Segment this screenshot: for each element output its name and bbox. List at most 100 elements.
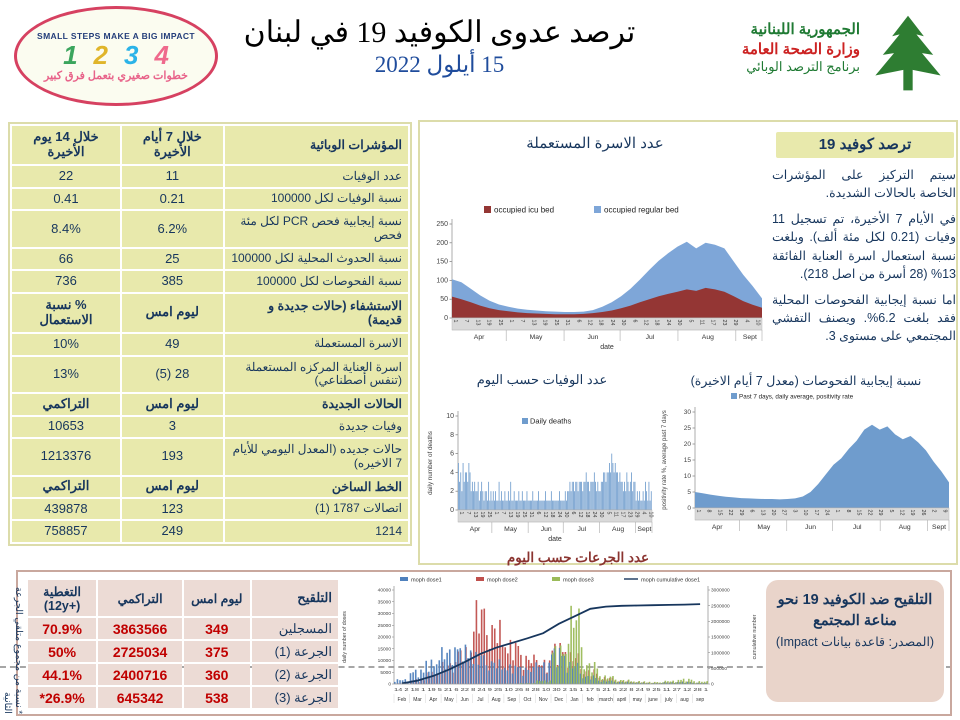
svg-text:18: 18 — [584, 512, 590, 518]
svg-text:0: 0 — [450, 507, 454, 514]
impact-source-box: التلقيح ضد الكوفيد 19 نحو مناعة المجتمع … — [766, 580, 944, 702]
indicators-subheader-cell: الاستشفاء (حالات جديدة و قديمة) — [224, 293, 408, 333]
svg-text:1: 1 — [458, 512, 464, 515]
indicators-data-cell: 439878 — [12, 499, 120, 520]
svg-text:24: 24 — [665, 320, 671, 326]
svg-text:31: 31 — [528, 512, 534, 518]
svg-text:6: 6 — [535, 512, 541, 515]
vaccination-data-cell: 26.9%* — [28, 687, 97, 708]
epidemiological-indicators-panel: المؤشرات الوبائية خلال 7 أيام الأخيرة خلال… — [8, 122, 412, 546]
summary-paragraph: سيتم التركيز على المؤشرات الخاصة بالحالا… — [772, 168, 956, 201]
svg-text:29: 29 — [738, 510, 744, 516]
svg-text:Daily deaths: Daily deaths — [530, 417, 572, 426]
vaccination-data-cell: 3863566 — [98, 618, 183, 640]
indicators-data-cell: 28 (5) — [121, 356, 223, 393]
svg-text:26: 26 — [920, 510, 926, 516]
svg-text:10: 10 — [647, 512, 653, 518]
indicators-data-cell: 22 — [12, 166, 120, 187]
svg-text:13: 13 — [759, 510, 765, 516]
vaccination-data-cell: الجرعة (3) — [251, 687, 338, 708]
svg-text:Jun: Jun — [461, 697, 469, 703]
indicators-data-cell: اتصالات 1787 (1) — [224, 499, 408, 520]
svg-text:17: 17 — [813, 510, 819, 516]
indicators-data-cell: 0.41 — [12, 188, 120, 210]
svg-text:Aug: Aug — [899, 524, 911, 531]
svg-text:18: 18 — [598, 320, 604, 326]
svg-text:May: May — [444, 697, 454, 703]
summary-paragraph: في الأيام 7 الأخيرة، تم تسجيل 11 وفيات (… — [772, 212, 956, 281]
svg-text:17: 17 — [710, 320, 716, 326]
vaccination-data-cell: 538 — [184, 687, 250, 708]
indicators-data-cell: 10% — [12, 334, 120, 355]
badge-number-4: 4 — [154, 39, 169, 70]
indicators-data-cell: 6.2% — [121, 211, 223, 247]
svg-text:100: 100 — [436, 277, 448, 284]
svg-text:6: 6 — [575, 320, 581, 323]
svg-text:15: 15 — [684, 457, 692, 464]
svg-text:3000000: 3000000 — [711, 588, 730, 594]
surveillance-summary: سيتم التركيز على المؤشرات الخاصة بالحالا… — [772, 166, 956, 353]
svg-text:15: 15 — [856, 510, 862, 516]
svg-text:1000000: 1000000 — [711, 650, 730, 656]
svg-text:Dec: Dec — [554, 697, 563, 703]
page-title: ترصد عدوى الكوفيد 19 في لبنان — [243, 16, 636, 49]
svg-text:daily number of deaths: daily number of deaths — [427, 431, 434, 495]
vaccination-table: التلقيح ليوم امس التراكمي التغطية (+12y) الم… — [26, 578, 340, 710]
svg-text:20000: 20000 — [378, 635, 392, 641]
vaccination-data-cell: الجرعة (2) — [251, 664, 338, 686]
svg-text:2: 2 — [931, 510, 937, 513]
indicators-data-cell: 25 — [121, 248, 223, 270]
svg-text:3: 3 — [791, 510, 797, 513]
ministry-line-republic: الجمهورية اللبنانية — [750, 21, 860, 38]
svg-text:Aug: Aug — [612, 526, 624, 533]
svg-text:april: april — [617, 697, 626, 703]
svg-text:Sep: Sep — [507, 697, 516, 703]
svg-text:24: 24 — [824, 510, 830, 516]
indicators-data-cell: 10653 — [12, 416, 120, 437]
charts-panel: عدد الاسرة المستعملة 0 50 100 150 200 250 occu… — [418, 120, 958, 565]
svg-text:10: 10 — [802, 510, 808, 516]
svg-text:Mar: Mar — [413, 697, 422, 703]
svg-text:19: 19 — [542, 320, 548, 326]
indicators-data-cell: 1213376 — [12, 438, 120, 475]
svg-text:13: 13 — [472, 512, 478, 518]
badge-number-2: 2 — [93, 39, 108, 70]
svg-text:occupied icu bed: occupied icu bed — [494, 206, 554, 215]
svg-text:Jul: Jul — [853, 524, 862, 531]
indicators-data-cell: 758857 — [12, 521, 120, 542]
indicators-data-cell: 8.4% — [12, 211, 120, 247]
svg-text:1: 1 — [834, 510, 840, 513]
vaccination-data-cell: 375 — [184, 641, 250, 663]
daily-doses-chart: moph dose1 moph dose2 moph dose3 moph cumul… — [342, 577, 758, 703]
svg-text:7: 7 — [500, 512, 506, 515]
svg-text:22: 22 — [727, 510, 733, 516]
vaccination-data-cell: 645342 — [98, 687, 183, 708]
svg-text:Sept: Sept — [932, 524, 946, 531]
svg-text:march: march — [599, 697, 613, 703]
indicators-subheader-cell: ليوم امس — [121, 476, 223, 498]
badge-number-1: 1 — [63, 39, 78, 70]
doses-chart-title: عدد الجرعات حسب اليوم — [506, 550, 650, 565]
cedar-tree-icon — [875, 15, 941, 91]
svg-text:30: 30 — [563, 512, 569, 518]
svg-text:5000: 5000 — [380, 670, 391, 676]
svg-text:10: 10 — [755, 320, 761, 326]
indicators-subheader-cell: الحالات الجديدة — [224, 394, 408, 415]
svg-text:7: 7 — [465, 512, 471, 515]
svg-text:25: 25 — [684, 425, 692, 432]
svg-text:moph dose3: moph dose3 — [563, 578, 594, 584]
indicators-data-cell: 123 — [121, 499, 223, 520]
svg-text:17: 17 — [619, 512, 625, 518]
page-title-block: ترصد عدوى الكوفيد 19 في لبنان 15 أيلول 2… — [232, 14, 647, 78]
indicators-data-cell: نسبة الفحوصات لكل 100000 — [224, 271, 408, 292]
svg-text:8: 8 — [845, 510, 851, 513]
indicators-data-cell: نسبة إيجابية فحص PCR لكل مئة فحص — [224, 211, 408, 247]
second-dose-footnote: * نسبة من مجموع متلقي الجرعة الثانية — [2, 586, 24, 714]
svg-text:29: 29 — [633, 512, 639, 518]
svg-text:Apr: Apr — [712, 524, 723, 531]
vaccination-data-cell: 360 — [184, 664, 250, 686]
vaccination-data-cell: 44.1% — [28, 664, 97, 686]
indicators-data-cell: 66 — [12, 248, 120, 270]
svg-text:20: 20 — [684, 441, 692, 448]
svg-text:Apr: Apr — [429, 697, 437, 703]
